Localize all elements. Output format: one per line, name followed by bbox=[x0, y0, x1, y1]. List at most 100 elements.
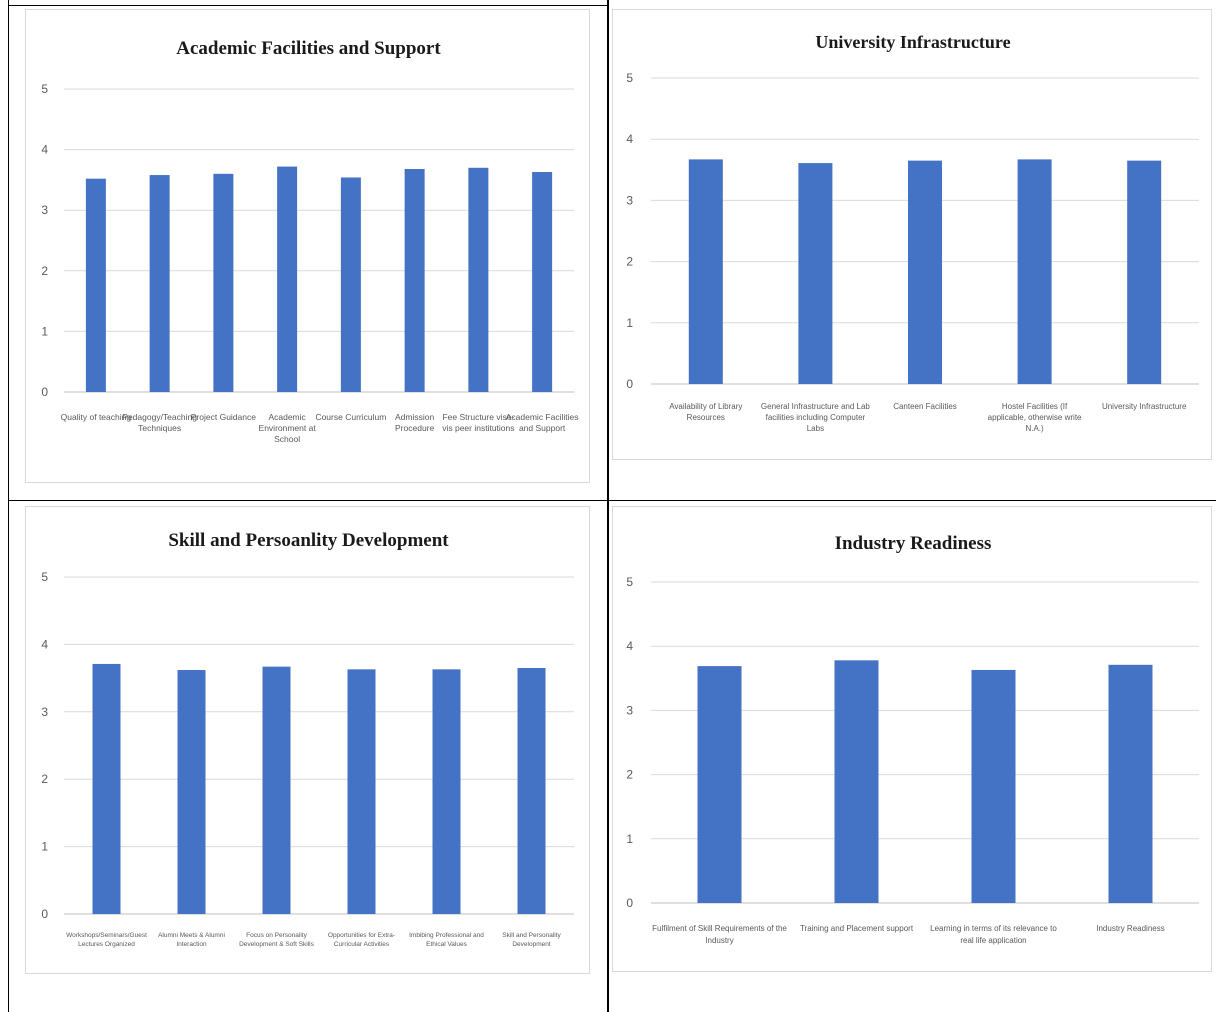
bar bbox=[262, 666, 291, 914]
y-tick-label: 1 bbox=[626, 832, 633, 846]
chart-card-industry: Industry Readiness 0 1 2 3 4 5 Fulfilment of Sk… bbox=[612, 506, 1212, 972]
category-label: Development bbox=[512, 941, 550, 948]
category-label: Lectures Organized bbox=[78, 941, 135, 948]
category-label: Quality of teaching bbox=[61, 412, 132, 422]
category-label: Course Curriculum bbox=[315, 412, 386, 422]
chart-title: Skill and Persoanlity Development bbox=[168, 530, 449, 551]
bar bbox=[517, 667, 546, 914]
chart-card-infrastructure: University Infrastructure 0 1 2 3 4 5 Availabil… bbox=[612, 9, 1212, 460]
category-label: Academic Facilities bbox=[506, 412, 579, 422]
y-tick-label: 2 bbox=[41, 772, 48, 786]
bar bbox=[432, 669, 461, 914]
category-label: Workshops/Seminars/Guest bbox=[66, 932, 147, 939]
y-tick-label: 1 bbox=[626, 316, 633, 330]
category-label: Ethical Values bbox=[426, 941, 467, 948]
category-label: University Infrastructure bbox=[1102, 402, 1187, 411]
y-tick-label: 0 bbox=[626, 896, 633, 910]
category-label: Training and Placement support bbox=[800, 924, 914, 933]
y-tick-label: 0 bbox=[41, 907, 48, 921]
category-label: Hostel Facilities (If bbox=[1002, 402, 1068, 411]
y-tick-label: 5 bbox=[41, 570, 48, 584]
bar bbox=[798, 163, 833, 384]
chart-academic-facilities: Academic Facilities and Support 0 1 2 3 4 5 Qua… bbox=[41, 38, 579, 444]
bar bbox=[347, 669, 376, 914]
bar bbox=[404, 168, 425, 392]
bar bbox=[688, 159, 723, 384]
category-label: Imbibing Professional and bbox=[409, 932, 484, 939]
bar bbox=[1127, 160, 1162, 384]
category-label: General Infrastructure and Lab bbox=[761, 402, 871, 411]
y-tick-label: 4 bbox=[626, 639, 633, 653]
y-tick-label: 4 bbox=[41, 637, 48, 651]
y-tick-label: 4 bbox=[41, 143, 48, 157]
y-tick-label: 0 bbox=[626, 377, 633, 391]
category-label: Availability of Library bbox=[669, 402, 742, 411]
bar bbox=[213, 173, 234, 392]
y-tick-label: 3 bbox=[626, 193, 633, 207]
category-label: Focus on Personality bbox=[246, 932, 307, 939]
category-label: Procedure bbox=[395, 423, 434, 433]
y-tick-label: 0 bbox=[41, 385, 48, 399]
category-label: Industry Readiness bbox=[1096, 924, 1164, 933]
category-label: vis peer institutions bbox=[442, 423, 514, 433]
chart-title: Academic Facilities and Support bbox=[176, 38, 441, 59]
y-tick-label: 3 bbox=[41, 203, 48, 217]
bar bbox=[177, 670, 206, 914]
category-label: Alumni Meets & Alumni bbox=[158, 932, 225, 939]
chart-industry-readiness: Industry Readiness 0 1 2 3 4 5 Fulfilment of Sk… bbox=[626, 533, 1199, 945]
chart-skill-personality: Skill and Persoanlity Development 0 1 2 3 4 5 W… bbox=[41, 530, 574, 948]
bar bbox=[697, 666, 742, 903]
y-tick-label: 1 bbox=[41, 840, 48, 854]
category-label: Resources bbox=[687, 413, 725, 422]
category-label: Skill and Personality bbox=[502, 932, 561, 939]
category-label: Academic bbox=[268, 412, 306, 422]
category-label: Opportunities for Extra- bbox=[328, 932, 395, 939]
category-label: Curricular Activities bbox=[334, 941, 390, 948]
category-label: Fee Structure vise- bbox=[442, 412, 514, 422]
category-label: Learning in terms of its relevance to bbox=[930, 924, 1057, 933]
y-tick-label: 5 bbox=[41, 82, 48, 96]
bar bbox=[834, 660, 879, 903]
y-tick-label: 3 bbox=[41, 705, 48, 719]
category-label: applicable, otherwise write bbox=[988, 413, 1082, 422]
bar bbox=[532, 172, 553, 392]
bar bbox=[468, 167, 489, 392]
category-label: Development & Soft Skills bbox=[239, 941, 315, 948]
bar bbox=[149, 175, 170, 392]
category-label: Fulfilment of Skill Requirements of the bbox=[652, 924, 787, 933]
chart-title: University Infrastructure bbox=[815, 32, 1010, 52]
y-tick-label: 2 bbox=[626, 768, 633, 782]
y-tick-label: 5 bbox=[626, 71, 633, 85]
y-tick-label: 4 bbox=[626, 132, 633, 146]
bar bbox=[1017, 159, 1052, 384]
bar bbox=[277, 166, 298, 392]
y-tick-label: 1 bbox=[41, 324, 48, 338]
bar bbox=[971, 669, 1016, 903]
category-label: N.A.) bbox=[1025, 424, 1044, 433]
category-label: Environment at bbox=[259, 423, 317, 433]
chart-card-skill: Skill and Persoanlity Development 0 1 2 3 4 5 W… bbox=[25, 506, 590, 974]
category-label: Interaction bbox=[176, 941, 207, 948]
category-label: Project Guidance bbox=[191, 412, 256, 422]
chart-university-infrastructure: University Infrastructure 0 1 2 3 4 5 Availabil… bbox=[626, 32, 1199, 433]
chart-title: Industry Readiness bbox=[835, 533, 992, 554]
y-tick-label: 2 bbox=[626, 255, 633, 269]
bar bbox=[1108, 664, 1153, 903]
bar bbox=[85, 178, 106, 392]
category-label: real life application bbox=[960, 936, 1026, 945]
category-label: Industry bbox=[705, 936, 733, 945]
category-label: School bbox=[274, 434, 300, 444]
outer-border-left bbox=[8, 0, 9, 1012]
category-label: Canteen Facilities bbox=[893, 402, 957, 411]
category-label: Admission bbox=[395, 412, 434, 422]
category-label: facilities including Computer bbox=[766, 413, 866, 422]
y-tick-label: 2 bbox=[41, 264, 48, 278]
category-label: Techniques bbox=[138, 423, 181, 433]
bar bbox=[340, 177, 361, 392]
category-label: Labs bbox=[807, 424, 824, 433]
bar bbox=[92, 663, 121, 914]
chart-card-academic: Academic Facilities and Support 0 1 2 3 4 5 Qua… bbox=[25, 9, 590, 483]
category-label: Pedagogy/Teaching bbox=[122, 412, 197, 422]
y-tick-label: 5 bbox=[626, 575, 633, 589]
middle-divider bbox=[8, 500, 1216, 501]
